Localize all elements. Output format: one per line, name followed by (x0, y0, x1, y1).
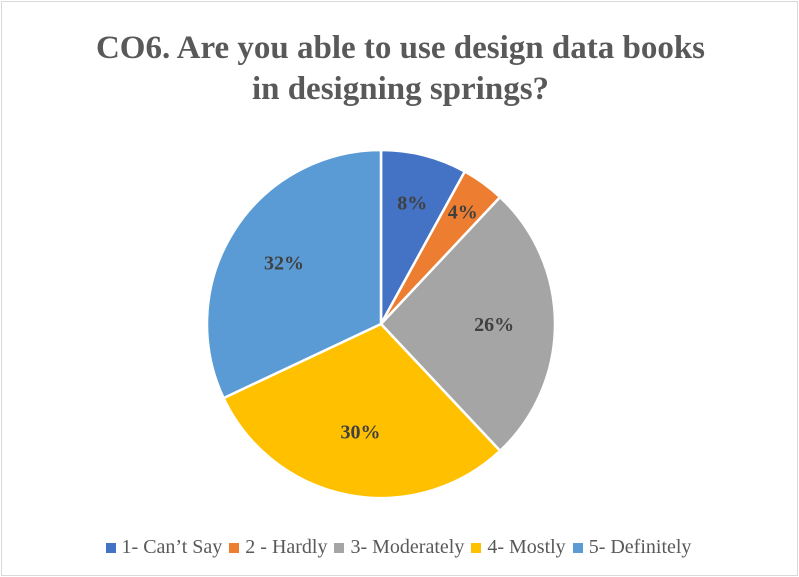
legend-item-5: 5- Definitely (572, 536, 692, 559)
legend: 1- Can’t Say 2 - Hardly 3- Moderately 4- Mo… (0, 536, 797, 559)
data-label-5: 32% (264, 253, 304, 275)
pie-slice-3 (379, 195, 557, 453)
legend-label-4: 4- Mostly (487, 536, 566, 558)
legend-item-3: 3- Moderately (334, 536, 464, 559)
chart-title: CO6. Are you able to use design data boo… (2, 28, 799, 110)
legend-item-1: 1- Can’t Say (105, 536, 223, 559)
legend-item-4: 4- Mostly (471, 536, 566, 559)
pie-slice-4 (222, 322, 502, 500)
legend-label-2: 2 - Hardly (245, 536, 328, 558)
legend-label-1: 1- Can’t Say (121, 536, 223, 558)
legend-swatch-3 (334, 542, 345, 553)
legend-swatch-4 (471, 542, 482, 553)
legend-swatch-5 (572, 542, 583, 553)
legend-item-2: 2 - Hardly (229, 536, 327, 559)
data-label-1: 8% (397, 193, 427, 215)
data-label-2: 4% (448, 201, 478, 223)
legend-swatch-1 (105, 542, 116, 553)
pie-slice-5 (205, 148, 383, 400)
data-label-3: 26% (474, 314, 514, 336)
chart-title-line-2: in designing springs? (251, 71, 550, 107)
chart-title-line-1: CO6. Are you able to use design data boo… (95, 30, 706, 66)
data-label-4: 30% (341, 422, 381, 444)
legend-swatch-2 (229, 542, 240, 553)
legend-label-5: 5- Definitely (588, 536, 692, 558)
legend-label-3: 3- Moderately (350, 536, 465, 558)
